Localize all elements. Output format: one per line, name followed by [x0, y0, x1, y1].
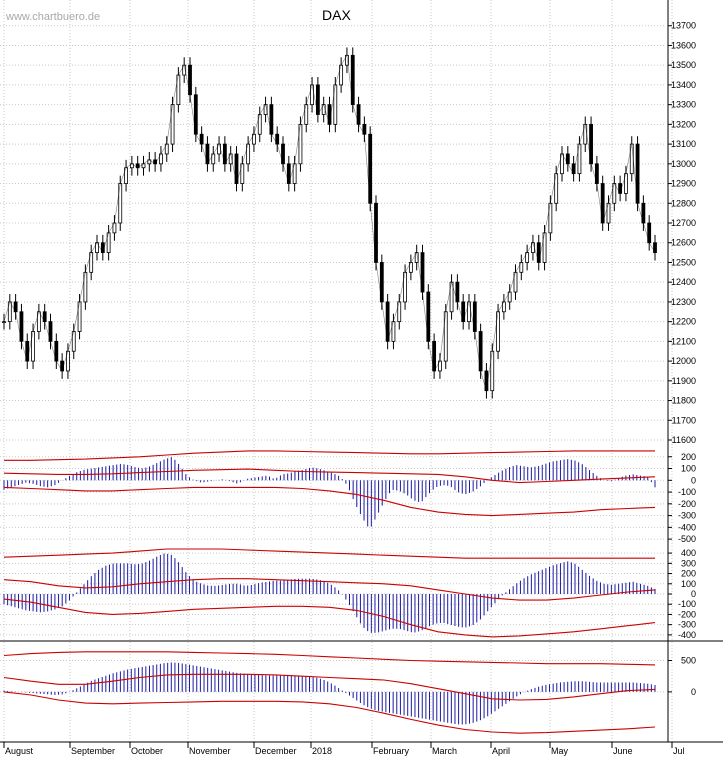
y-tick-label: 200	[681, 569, 696, 579]
y-tick-label: 13400	[671, 80, 696, 90]
y-tick-label: 11900	[672, 376, 696, 386]
y-tick-label: 11600	[672, 435, 696, 445]
x-tick-label: 2018	[312, 746, 332, 756]
x-tick-label: March	[432, 746, 457, 756]
x-tick-label: April	[492, 746, 510, 756]
y-tick-label: -200	[678, 499, 696, 509]
price-line	[3, 54, 656, 391]
envelope-lower-line	[3, 598, 656, 638]
y-tick-label: 13600	[671, 40, 696, 50]
grid-layer	[0, 0, 673, 742]
y-tick-label: 0	[691, 687, 696, 697]
y-tick-label: 0	[691, 589, 696, 599]
oscillator-panel-1	[3, 450, 656, 527]
y-tick-label: 12400	[671, 277, 696, 287]
y-tick-label: 500	[681, 656, 696, 666]
y-tick-label: 13000	[671, 159, 696, 169]
y-tick-label: -100	[678, 599, 696, 609]
y-tick-label: 12800	[671, 198, 696, 208]
y-tick-label: 12900	[671, 179, 696, 189]
y-tick-label: 400	[681, 548, 696, 558]
x-tick-label: November	[189, 746, 231, 756]
oscillator-panel-2	[3, 548, 656, 638]
y-tick-label: 11800	[672, 396, 696, 406]
x-tick-label: February	[373, 746, 410, 756]
x-tick-label: May	[551, 746, 569, 756]
envelope-upper-line	[3, 548, 655, 559]
y-tick-label: 11700	[672, 415, 696, 425]
x-tick-label: August	[5, 746, 34, 756]
y-tick-label: 100	[681, 579, 696, 589]
watermark-text: www.chartbuero.de	[5, 11, 100, 23]
y-tick-label: -100	[678, 487, 696, 497]
envelope-upper-line	[3, 651, 656, 666]
y-tick-label: 12500	[671, 257, 696, 267]
y-tick-label: 12200	[671, 317, 696, 327]
envelope-mid-line	[3, 673, 656, 701]
y-tick-label: 13200	[671, 119, 696, 129]
x-tick-label: Jul	[673, 746, 685, 756]
x-tick-label: December	[255, 746, 297, 756]
y-tick-label: -300	[678, 511, 696, 521]
y-tick-label: -300	[678, 620, 696, 630]
x-tick-label: October	[131, 746, 163, 756]
y-tick-label: -400	[678, 630, 696, 640]
y-tick-label: 13100	[671, 139, 696, 149]
envelope-lower-line	[3, 486, 656, 517]
y-tick-label: 13700	[671, 21, 696, 31]
y-tick-label: 13300	[671, 100, 696, 110]
y-tick-label: 13500	[671, 60, 696, 70]
chart-title: DAX	[322, 7, 351, 23]
envelope-upper-line	[4, 450, 655, 461]
x-tick-label: September	[71, 746, 115, 756]
y-tick-label: 12000	[671, 356, 696, 366]
candle-body	[2, 321, 6, 324]
y-tick-label: -400	[678, 522, 696, 532]
y-tick-label: 12700	[671, 218, 696, 228]
y-tick-label: -200	[678, 609, 696, 619]
y-tick-label: 12300	[671, 297, 696, 307]
y-tick-label: -500	[678, 534, 696, 544]
y-tick-label: 12100	[671, 336, 696, 346]
y-tick-label: 200	[681, 452, 696, 462]
y-tick-label: 300	[681, 558, 696, 568]
price-panel	[2, 47, 657, 399]
envelope-lower-line	[3, 691, 656, 734]
oscillator-panel-3	[3, 651, 656, 734]
x-tick-label: June	[613, 746, 633, 756]
envelope-mid-line	[3, 578, 656, 601]
envelope-mid-line	[3, 468, 656, 484]
y-tick-label: 0	[691, 475, 696, 485]
y-tick-label: 100	[681, 464, 696, 474]
y-tick-label: 12600	[671, 238, 696, 248]
